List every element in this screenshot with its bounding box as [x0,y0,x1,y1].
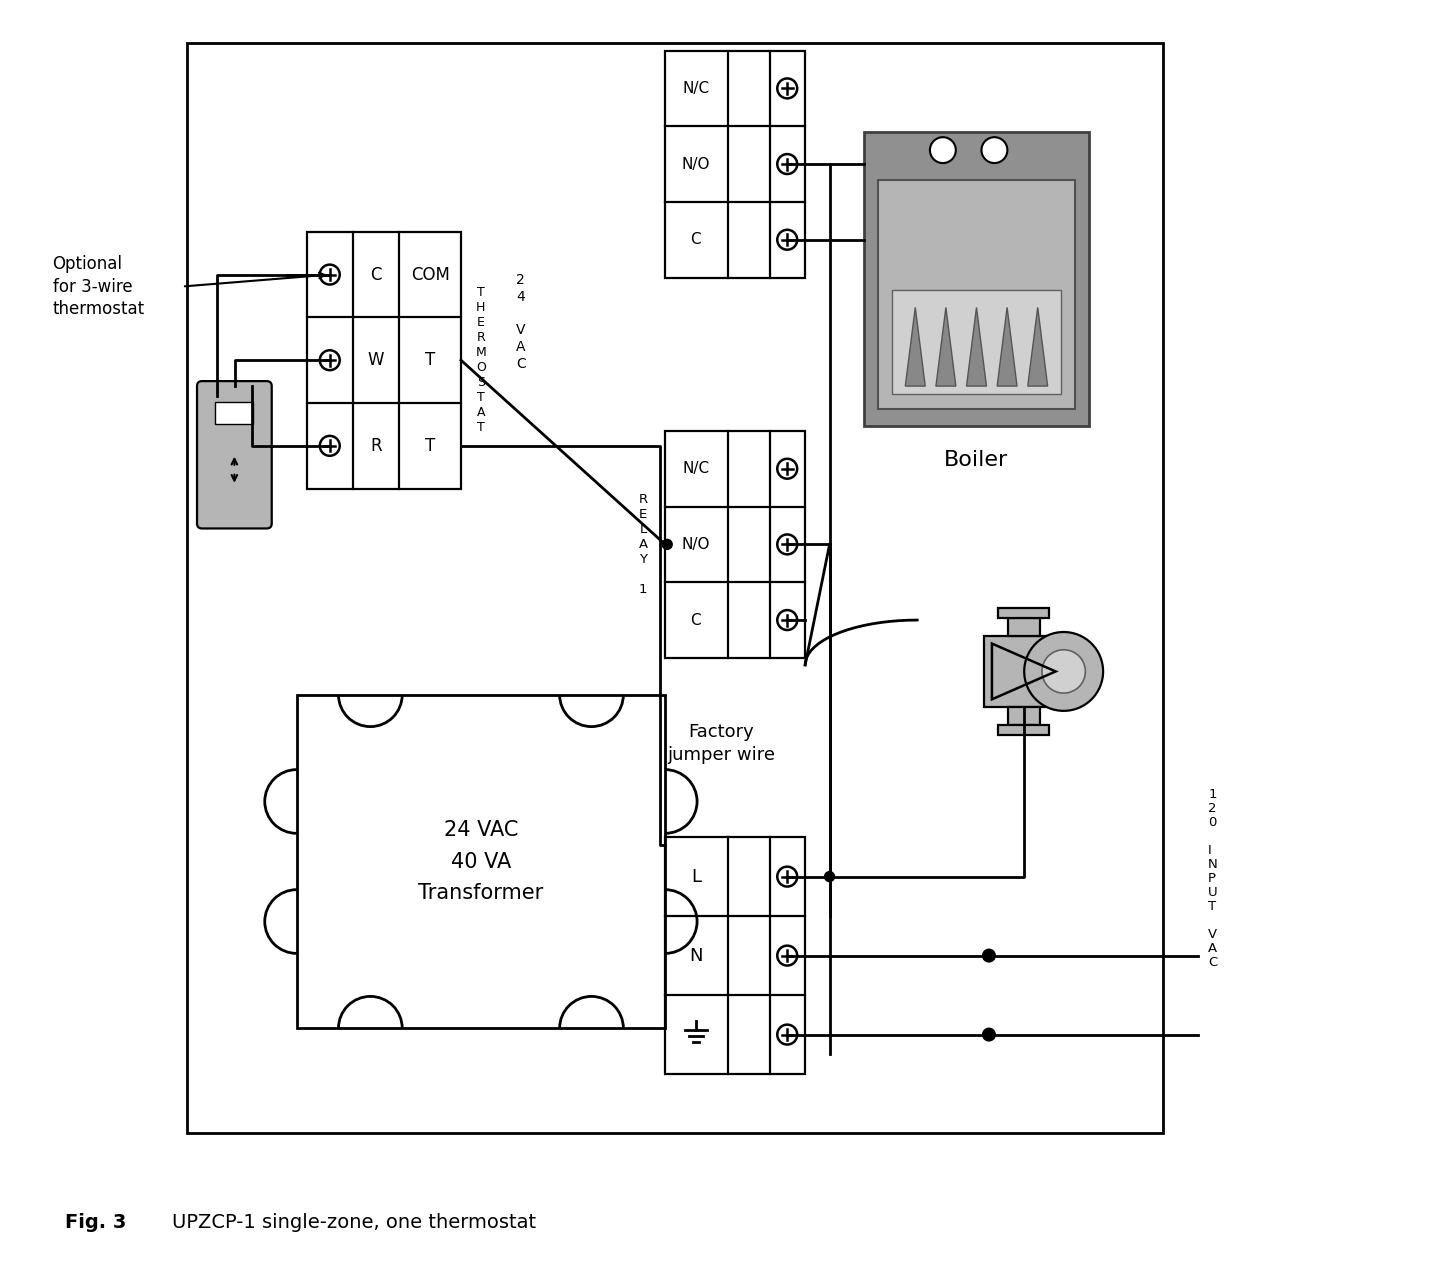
Bar [215,402,254,424]
Text: T: T [425,352,435,369]
Text: C: C [690,232,702,247]
Bar [307,232,461,489]
Text: R
E
L
A
Y

1: R E L A Y 1 [639,492,647,596]
Bar [999,725,1049,735]
Text: C: C [370,265,382,283]
Circle shape [662,539,672,549]
Circle shape [982,137,1007,164]
Bar [297,694,666,1028]
Bar [666,51,805,278]
Circle shape [825,872,835,882]
Bar [1007,618,1040,636]
Text: COM: COM [410,265,449,283]
Text: R: R [370,437,382,454]
Polygon shape [936,307,956,386]
Circle shape [1042,650,1085,693]
Circle shape [984,1029,994,1039]
Circle shape [983,949,994,962]
Text: N/O: N/O [682,156,710,171]
Circle shape [930,137,956,164]
Circle shape [1025,632,1104,711]
Circle shape [983,1029,994,1041]
Text: N: N [689,947,703,964]
Polygon shape [967,307,986,386]
Bar [666,431,805,657]
Text: Factory
jumper wire: Factory jumper wire [667,722,775,764]
Circle shape [984,950,994,961]
Text: Boiler: Boiler [944,449,1009,470]
Text: 2
4

V
A
C: 2 4 V A C [517,273,525,371]
Polygon shape [997,307,1017,386]
Text: N/C: N/C [682,461,709,476]
Text: N/C: N/C [682,81,709,96]
Text: Optional
for 3-wire
thermostat: Optional for 3-wire thermostat [53,255,145,317]
Bar [999,608,1049,618]
Text: T
H
E
R
M
O
S
T
A
T: T H E R M O S T A T [475,287,486,434]
Bar [984,636,1063,707]
Bar [893,289,1060,395]
Text: W: W [367,352,385,369]
Bar [187,43,1164,1133]
Bar [878,180,1075,409]
Polygon shape [905,307,926,386]
Text: N/O: N/O [682,537,710,552]
Bar [864,132,1089,426]
Bar [666,838,805,1074]
Text: T: T [425,437,435,454]
Polygon shape [1027,307,1048,386]
FancyBboxPatch shape [197,381,271,528]
Text: C: C [690,613,702,628]
Text: 1
2
0

I
N
P
U
T

V
A
C: 1 2 0 I N P U T V A C [1208,788,1218,970]
Text: L: L [690,868,700,886]
Text: 24 VAC
40 VA
Transformer: 24 VAC 40 VA Transformer [418,820,544,902]
Text: UPZCP-1 single-zone, one thermostat: UPZCP-1 single-zone, one thermostat [148,1213,537,1232]
Text: Fig. 3: Fig. 3 [65,1213,126,1232]
Bar [1007,707,1040,725]
